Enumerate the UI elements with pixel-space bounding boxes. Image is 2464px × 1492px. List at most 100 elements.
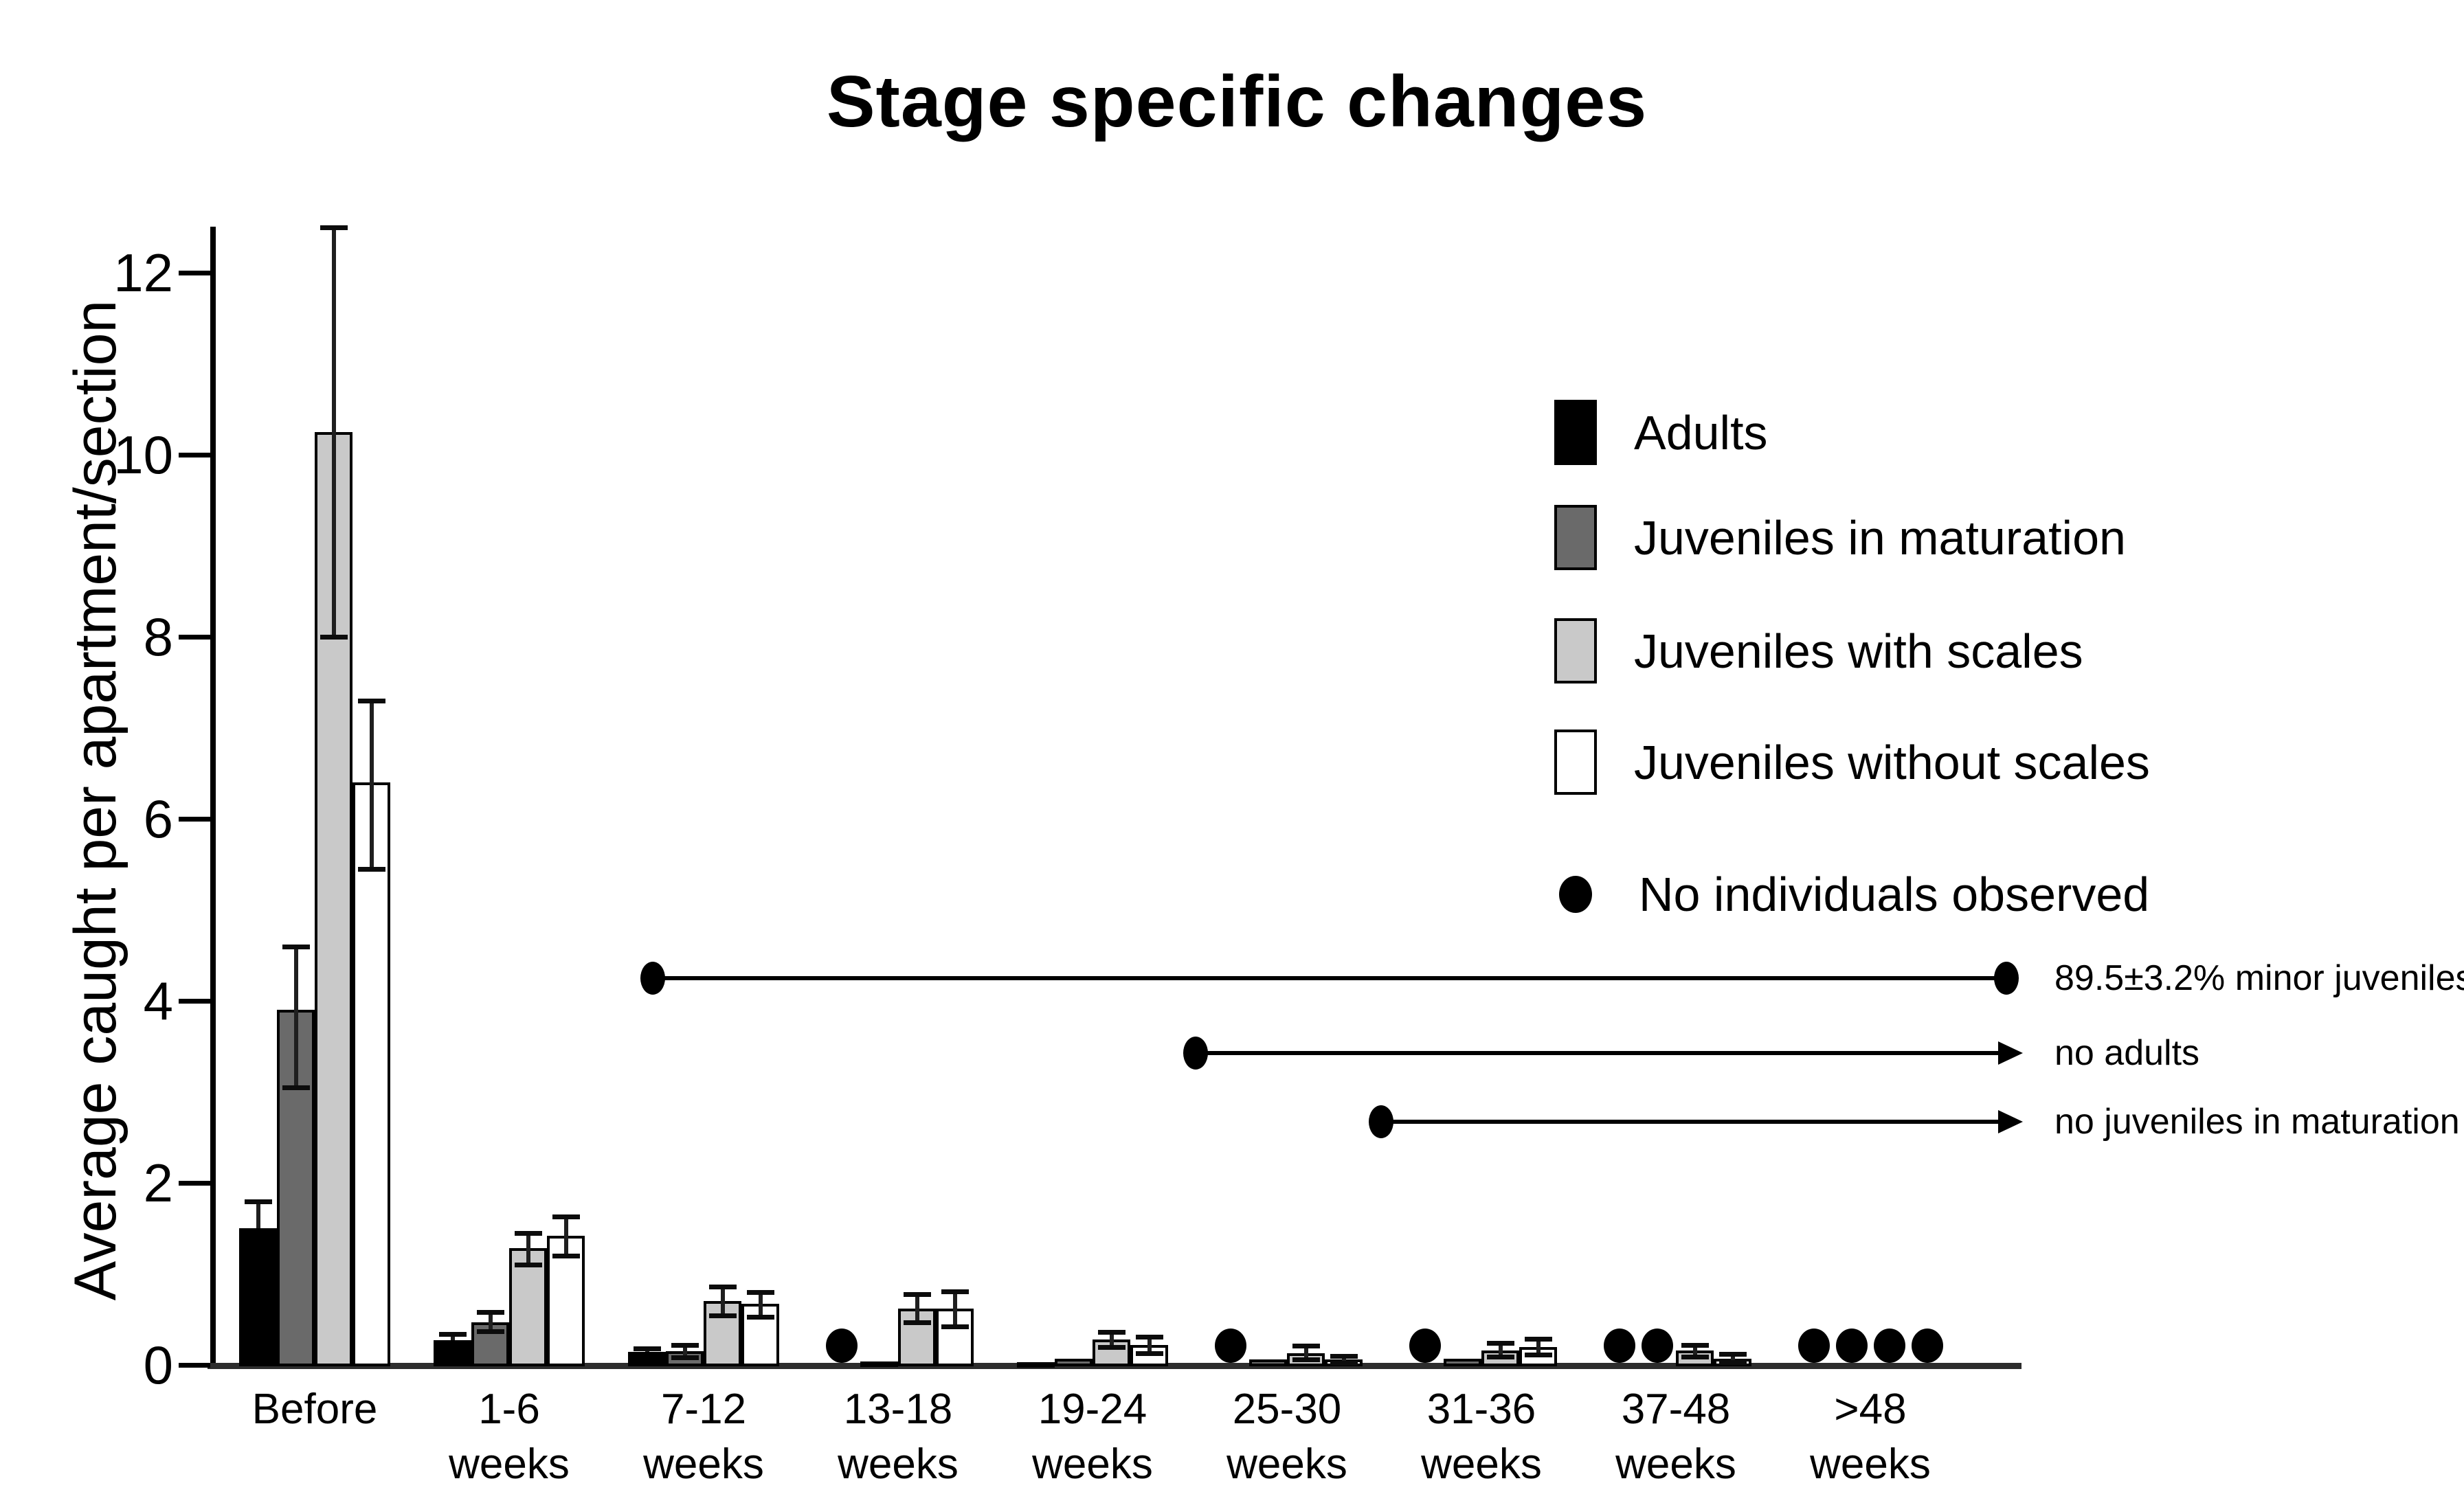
y-tick-mark bbox=[179, 999, 210, 1004]
annotation-text: 89.5±3.2% minor juveniles bbox=[2054, 958, 2464, 998]
y-tick-label: 2 bbox=[143, 1153, 173, 1213]
annotation-end-dot bbox=[1994, 961, 2019, 995]
bar-juveniles-in-maturation bbox=[860, 1361, 898, 1367]
x-category-label: 25-30 weeks bbox=[1227, 1386, 1347, 1488]
error-bar-cap bbox=[746, 1314, 774, 1320]
y-tick-label: 4 bbox=[143, 971, 173, 1031]
y-tick-mark bbox=[179, 635, 210, 640]
no-individuals-dot bbox=[1873, 1329, 1905, 1363]
arrow-right-icon bbox=[1998, 1110, 2023, 1134]
y-tick-mark bbox=[179, 271, 210, 275]
error-bar-cap bbox=[244, 1199, 272, 1204]
y-tick-mark bbox=[179, 453, 210, 457]
error-bar-stem bbox=[758, 1292, 763, 1317]
no-individuals-dot bbox=[1409, 1329, 1441, 1363]
bar-juveniles-in-maturation bbox=[1249, 1359, 1287, 1366]
error-bar-cap bbox=[1292, 1344, 1320, 1349]
error-bar-stem bbox=[720, 1287, 725, 1316]
legend-label: Juveniles in maturation bbox=[1634, 510, 2126, 565]
error-bar-stem bbox=[563, 1217, 568, 1256]
error-bar-cap bbox=[1681, 1342, 1709, 1348]
error-bar-cap bbox=[438, 1331, 467, 1337]
error-bar-cap bbox=[671, 1342, 699, 1348]
y-tick-mark bbox=[179, 817, 210, 822]
bar-adults bbox=[434, 1340, 471, 1366]
error-bar-cap bbox=[1330, 1361, 1358, 1366]
error-bar-stem bbox=[256, 1201, 260, 1229]
legend-label: Juveniles with scales bbox=[1634, 624, 2083, 678]
legend-label: No individuals observed bbox=[1639, 868, 2150, 921]
legend-item-no-individuals: No individuals observed bbox=[1554, 867, 2149, 922]
error-bar-cap bbox=[476, 1329, 504, 1334]
x-category-label: 1-6 weeks bbox=[449, 1386, 570, 1488]
error-bar-cap bbox=[1292, 1357, 1320, 1363]
error-bar-cap bbox=[941, 1324, 969, 1330]
error-bar-cap bbox=[941, 1289, 969, 1294]
no-individuals-dot bbox=[1214, 1329, 1246, 1363]
error-bar-cap bbox=[633, 1346, 661, 1352]
bar-juveniles-in-maturation bbox=[1444, 1358, 1481, 1366]
arrow-right-icon bbox=[1998, 1041, 2023, 1065]
legend-item: Adults bbox=[1554, 400, 1768, 465]
x-category-label: 31-36 weeks bbox=[1421, 1386, 1542, 1488]
bar-adults bbox=[239, 1228, 277, 1366]
error-bar-stem bbox=[1109, 1332, 1114, 1347]
bar-juveniles-in-maturation bbox=[277, 1010, 315, 1366]
bar-adults bbox=[1017, 1362, 1055, 1368]
legend-item: Juveniles with scales bbox=[1554, 618, 2083, 683]
error-bar-stem bbox=[450, 1333, 455, 1341]
x-category-label: >48 weeks bbox=[1810, 1386, 1931, 1488]
error-bar-cap bbox=[1524, 1336, 1552, 1342]
error-bar-cap bbox=[357, 866, 385, 872]
legend-swatch-icon bbox=[1554, 618, 1597, 683]
error-bar-cap bbox=[1486, 1355, 1514, 1360]
error-bar-stem bbox=[1730, 1354, 1735, 1363]
error-bar-cap bbox=[1330, 1353, 1358, 1359]
error-bar-stem bbox=[682, 1344, 687, 1358]
filled-circle-icon bbox=[1559, 876, 1592, 913]
annotation-line bbox=[653, 975, 2001, 980]
error-bar-cap bbox=[746, 1290, 774, 1295]
no-individuals-dot bbox=[1797, 1329, 1830, 1363]
legend-swatch-icon bbox=[1554, 505, 1597, 570]
no-individuals-dot bbox=[1911, 1329, 1943, 1363]
error-bar-cap bbox=[1135, 1334, 1163, 1340]
legend-label: Juveniles without scales bbox=[1634, 735, 2150, 789]
error-bar-cap bbox=[282, 944, 310, 949]
no-individuals-dot bbox=[1603, 1329, 1635, 1363]
y-tick-label: 6 bbox=[143, 789, 173, 849]
error-bar-stem bbox=[1341, 1355, 1346, 1364]
y-tick-label: 10 bbox=[113, 425, 173, 485]
y-tick-label: 12 bbox=[113, 242, 173, 303]
error-bar-stem bbox=[1147, 1336, 1152, 1353]
error-bar-cap bbox=[708, 1285, 737, 1290]
y-axis-line bbox=[210, 227, 216, 1368]
error-bar-cap bbox=[320, 225, 348, 230]
error-bar-stem bbox=[952, 1291, 957, 1327]
y-tick-label: 0 bbox=[143, 1335, 173, 1395]
no-individuals-dot bbox=[825, 1329, 858, 1363]
error-bar-stem bbox=[488, 1312, 493, 1331]
annotation-line bbox=[1196, 1050, 2001, 1055]
y-tick-mark bbox=[179, 1363, 210, 1368]
annotation-start-dot bbox=[1183, 1036, 1208, 1070]
bar-juveniles-in-maturation bbox=[1055, 1358, 1093, 1366]
error-bar-cap bbox=[1681, 1355, 1709, 1360]
error-bar-stem bbox=[1692, 1344, 1697, 1357]
annotation-text: no juveniles in maturation bbox=[2054, 1102, 2460, 1142]
legend-item: Juveniles in maturation bbox=[1554, 505, 2126, 570]
error-bar-cap bbox=[1718, 1360, 1747, 1366]
error-bar-cap bbox=[320, 635, 348, 640]
error-bar-cap bbox=[1718, 1352, 1747, 1357]
error-bar-stem bbox=[369, 700, 374, 869]
error-bar-cap bbox=[1524, 1353, 1552, 1358]
chart-title: Stage specific changes bbox=[826, 61, 1648, 142]
error-bar-cap bbox=[903, 1320, 931, 1325]
error-bar-stem bbox=[1536, 1338, 1541, 1355]
error-bar-stem bbox=[1303, 1346, 1308, 1360]
error-bar-cap bbox=[671, 1355, 699, 1361]
y-tick-label: 8 bbox=[143, 607, 173, 667]
legend-label: Adults bbox=[1634, 405, 1768, 460]
no-individuals-dot bbox=[1835, 1329, 1868, 1363]
